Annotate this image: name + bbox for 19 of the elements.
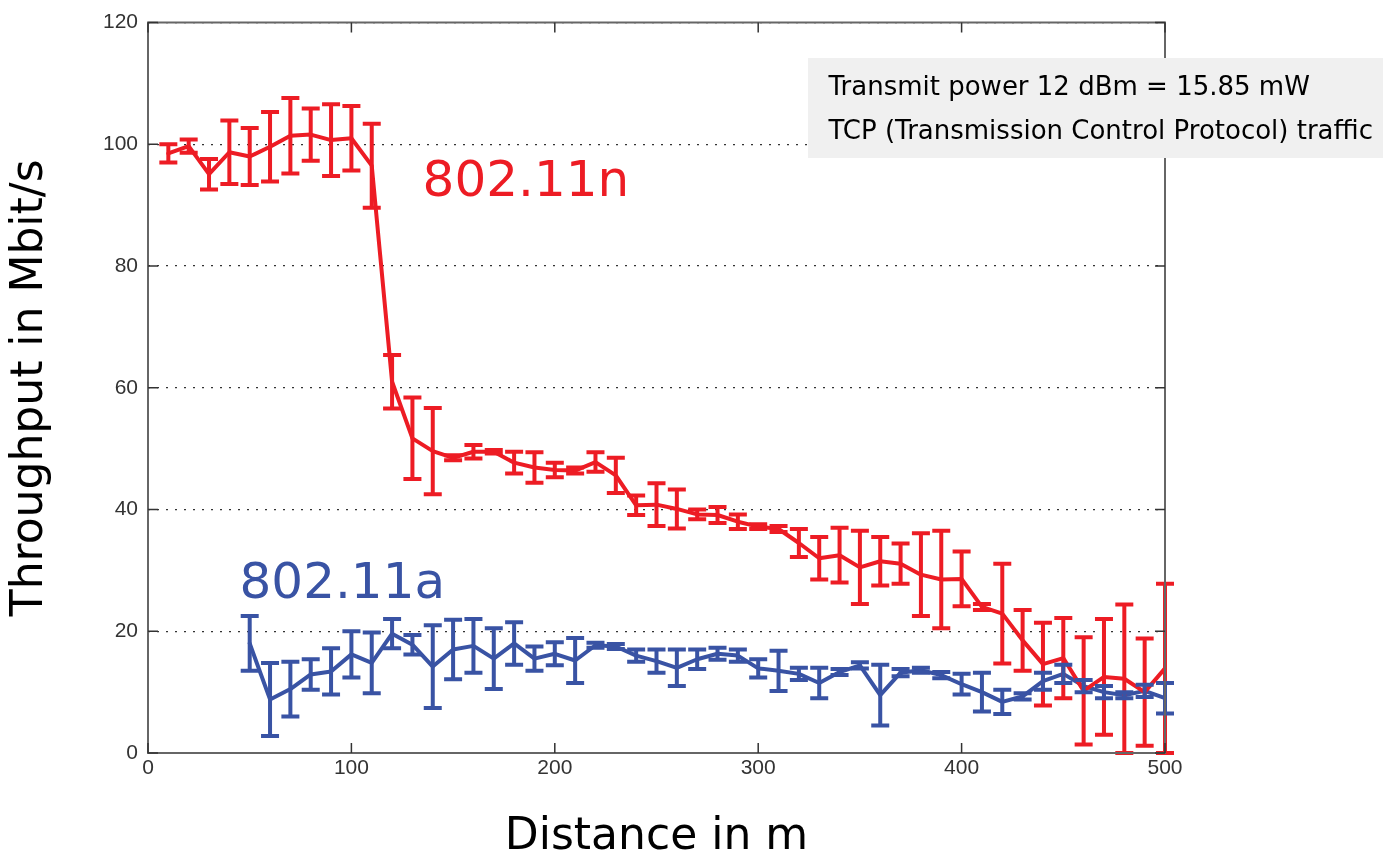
y-tick-label: 20 <box>114 618 138 642</box>
x-tick-label: 500 <box>1147 755 1183 779</box>
y-tick-label: 60 <box>114 374 138 398</box>
y-axis-title: Throughput in Mbit/s <box>0 159 52 618</box>
y-tick-label: 100 <box>102 131 138 155</box>
y-tick-label: 40 <box>114 496 138 520</box>
annotation: TCP (Transmission Control Protocol) traffic <box>828 114 1373 147</box>
x-tick-label: 300 <box>740 755 776 779</box>
x-tick-label: 100 <box>333 755 369 779</box>
y-tick-label: 80 <box>114 252 138 276</box>
annotation: Transmit power 12 dBm = 15.85 mW <box>828 70 1311 103</box>
series-label: 802.11n <box>422 150 630 209</box>
x-tick-label: 0 <box>142 755 154 779</box>
y-tick-label: 0 <box>126 739 138 763</box>
x-tick-label: 200 <box>537 755 573 779</box>
series-label: 802.11a <box>239 551 446 610</box>
y-tick-label: 120 <box>102 9 138 33</box>
x-tick-label: 400 <box>944 755 980 779</box>
x-axis-title: Distance in m <box>504 808 809 860</box>
